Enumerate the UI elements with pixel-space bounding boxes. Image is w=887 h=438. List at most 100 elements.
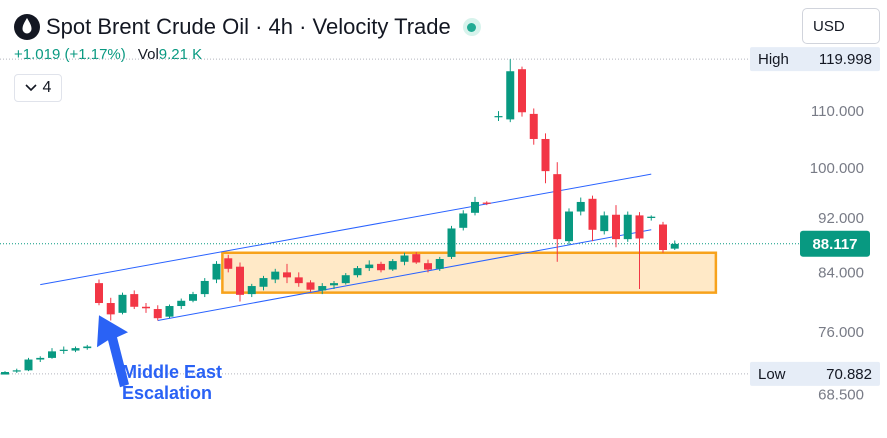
- high-value: 119.998: [819, 51, 872, 68]
- candle-body: [447, 228, 456, 257]
- candle-body: [588, 198, 597, 230]
- candle: [647, 215, 656, 221]
- candle-body: [71, 348, 80, 351]
- candle-body: [365, 264, 374, 269]
- last-price-value: 88.117: [812, 236, 857, 253]
- candle-body: [424, 263, 432, 270]
- candle-body: [341, 275, 350, 284]
- candle: [118, 292, 127, 315]
- candle-body: [412, 254, 421, 263]
- chevron-down-icon: [24, 84, 37, 92]
- candle: [130, 290, 139, 310]
- y-tick-label: 76.000: [818, 324, 864, 341]
- candle: [95, 279, 103, 306]
- candle-body: [377, 263, 385, 271]
- candle-body: [635, 215, 644, 239]
- candle-body: [541, 138, 550, 172]
- candle-body: [353, 268, 362, 276]
- candle-body: [306, 282, 315, 290]
- candle-body: [529, 113, 538, 139]
- annotation-arrow: [97, 315, 129, 388]
- candle: [271, 268, 280, 284]
- candle-body: [12, 370, 21, 372]
- candle-body: [48, 351, 56, 358]
- candle: [24, 357, 33, 372]
- candle-body: [95, 283, 103, 304]
- reference-lines: [0, 58, 800, 375]
- candle-body: [400, 255, 409, 262]
- candle: [165, 304, 174, 319]
- candle-body: [224, 258, 233, 269]
- candle-body: [271, 271, 280, 280]
- candle-body: [471, 201, 479, 213]
- candle-body: [189, 294, 197, 301]
- candle: [377, 261, 385, 273]
- candle-body: [118, 294, 127, 313]
- candle: [506, 59, 515, 123]
- candle: [83, 344, 92, 350]
- candle: [553, 162, 562, 262]
- candle: [529, 108, 538, 145]
- candle: [48, 348, 56, 359]
- candle: [306, 280, 315, 292]
- last-price-badge: 88.117: [800, 230, 870, 257]
- indicator-count: 4: [42, 79, 52, 96]
- channel-line-lower: [157, 229, 652, 321]
- candle-body: [659, 224, 667, 251]
- market-status-dot[interactable]: [462, 18, 481, 36]
- candle: [247, 283, 256, 298]
- candle-body: [283, 272, 291, 278]
- candle-body: [294, 277, 303, 284]
- candle-body: [212, 263, 221, 280]
- candle: [177, 298, 186, 310]
- candle: [447, 225, 456, 259]
- candle-body: [647, 216, 656, 218]
- candle: [1, 371, 9, 375]
- candle: [142, 303, 150, 313]
- candle-body: [482, 202, 491, 204]
- candle-body: [388, 261, 397, 270]
- high-marker-bg: [750, 47, 880, 72]
- candle-body: [576, 201, 585, 212]
- candle-body: [259, 278, 268, 287]
- candle-body: [435, 258, 444, 269]
- candle-body: [83, 346, 92, 349]
- candle: [212, 261, 221, 284]
- candle-body: [59, 349, 68, 351]
- candle: [459, 210, 468, 231]
- candle: [623, 211, 632, 242]
- candles-layer: [1, 59, 679, 375]
- candle-body: [130, 294, 139, 307]
- high-label: High: [758, 51, 789, 68]
- candle: [294, 272, 303, 287]
- low-label: Low: [758, 366, 786, 383]
- candle: [189, 291, 197, 303]
- candle: [153, 305, 162, 321]
- candle: [341, 273, 350, 285]
- candle: [635, 212, 644, 289]
- candle-body: [612, 214, 620, 240]
- candle: [541, 133, 550, 184]
- candle-body: [494, 116, 503, 118]
- candle: [330, 280, 338, 289]
- candle: [565, 208, 573, 245]
- last-price-bg: [800, 230, 870, 257]
- candle-body: [142, 306, 150, 309]
- candle-body: [565, 211, 573, 242]
- candle: [576, 197, 585, 216]
- price-change: +1.019 (+1.17%): [14, 46, 126, 63]
- chart-title: Spot Brent Crude Oil · 4h · Velocity Tra…: [46, 14, 451, 39]
- candle-body: [106, 303, 115, 315]
- candle: [388, 258, 397, 271]
- currency-selector[interactable]: USD: [802, 8, 880, 44]
- support-zone-layer: [221, 251, 718, 294]
- high-marker: High 119.998: [750, 47, 880, 72]
- indicators-toggle-button[interactable]: 4: [14, 74, 62, 102]
- chart-header: Spot Brent Crude Oil · 4h · Velocity Tra…: [14, 10, 481, 44]
- candle-body: [36, 357, 45, 360]
- trend-channel-layer: [40, 173, 652, 321]
- candle: [236, 262, 244, 302]
- low-marker-bg: [750, 361, 880, 386]
